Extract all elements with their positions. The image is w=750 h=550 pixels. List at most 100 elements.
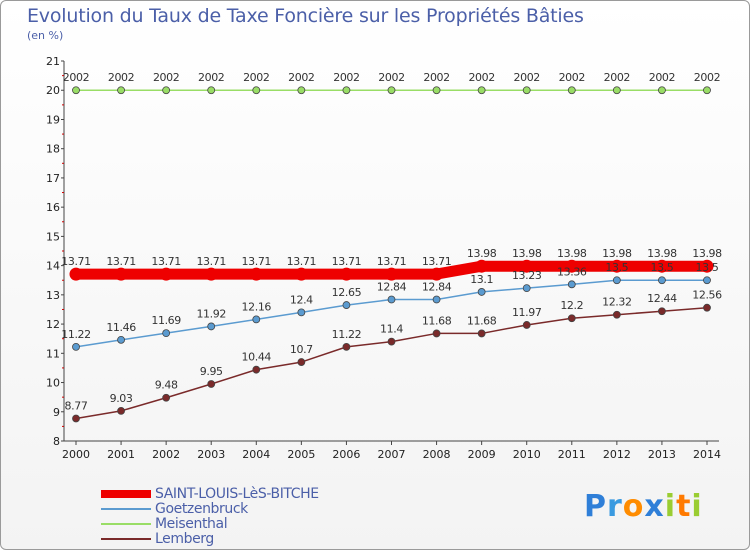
- brand-logo-letter: i: [664, 489, 677, 524]
- data-label-meisenthal: 2002: [559, 71, 585, 84]
- data-point-meisenthal[interactable]: [703, 86, 711, 95]
- data-point-meisenthal[interactable]: [207, 86, 216, 95]
- data-point-goetzenbruck[interactable]: [252, 315, 261, 324]
- data-point-goetzenbruck[interactable]: [432, 295, 441, 304]
- data-point-lemberg[interactable]: [72, 414, 80, 423]
- data-label-meisenthal: 2002: [514, 71, 540, 84]
- data-label-meisenthal: 2002: [604, 71, 630, 84]
- data-point-saint-louis-l-s-bitche[interactable]: [69, 267, 83, 281]
- legend-item-saint-louis[interactable]: SAINT-LOUIS-LèS-BITCHE: [101, 486, 319, 501]
- data-label-lemberg: 11.68: [422, 314, 452, 327]
- data-point-lemberg[interactable]: [432, 329, 441, 338]
- data-point-saint-louis-l-s-bitche[interactable]: [339, 267, 353, 281]
- data-point-saint-louis-l-s-bitche[interactable]: [114, 267, 128, 281]
- data-point-saint-louis-l-s-bitche[interactable]: [430, 267, 444, 281]
- data-point-saint-louis-l-s-bitche[interactable]: [610, 259, 624, 273]
- data-point-goetzenbruck[interactable]: [522, 284, 531, 293]
- data-label-lemberg: 9.48: [155, 379, 178, 392]
- data-point-meisenthal[interactable]: [612, 86, 621, 95]
- data-point-meisenthal[interactable]: [117, 86, 125, 95]
- data-point-meisenthal[interactable]: [252, 86, 261, 95]
- legend-item-goetzenbruck[interactable]: Goetzenbruck: [101, 501, 319, 516]
- y-tick-label: 18: [46, 143, 60, 156]
- data-label-goetzenbruck: 13.5: [650, 261, 673, 274]
- data-point-saint-louis-l-s-bitche[interactable]: [204, 267, 218, 281]
- data-point-lemberg[interactable]: [477, 329, 486, 338]
- data-point-goetzenbruck[interactable]: [612, 276, 621, 285]
- data-point-lemberg[interactable]: [567, 314, 576, 323]
- data-point-saint-louis-l-s-bitche[interactable]: [159, 267, 173, 281]
- data-label-saint-louis-l-s-bitche: 13.71: [332, 255, 362, 268]
- data-label-saint-louis-l-s-bitche: 13.98: [602, 247, 632, 260]
- data-label-saint-louis-l-s-bitche: 13.71: [196, 255, 226, 268]
- data-label-lemberg: 8.77: [65, 399, 88, 412]
- data-label-meisenthal: 2002: [108, 71, 134, 84]
- data-label-lemberg: 12.2: [560, 299, 583, 312]
- data-point-goetzenbruck[interactable]: [297, 308, 306, 317]
- data-point-goetzenbruck[interactable]: [72, 342, 80, 351]
- data-point-lemberg[interactable]: [612, 310, 621, 319]
- data-point-saint-louis-l-s-bitche[interactable]: [385, 267, 398, 281]
- x-tick-label: 2013: [648, 448, 676, 461]
- data-label-lemberg: 9.03: [110, 392, 133, 405]
- data-point-saint-louis-l-s-bitche[interactable]: [520, 259, 534, 273]
- brand-logo-letter: t: [676, 489, 692, 524]
- data-point-meisenthal[interactable]: [387, 86, 396, 95]
- data-label-lemberg: 11.22: [332, 328, 362, 341]
- data-point-meisenthal[interactable]: [432, 86, 441, 95]
- data-point-lemberg[interactable]: [252, 365, 261, 374]
- data-point-lemberg[interactable]: [342, 342, 351, 351]
- x-tick-label: 2009: [468, 448, 496, 461]
- data-label-lemberg: 12.32: [602, 296, 632, 309]
- data-point-lemberg[interactable]: [658, 307, 666, 316]
- data-point-meisenthal[interactable]: [658, 86, 666, 95]
- data-point-meisenthal[interactable]: [72, 86, 80, 95]
- data-point-lemberg[interactable]: [703, 303, 711, 312]
- data-point-goetzenbruck[interactable]: [162, 329, 171, 338]
- y-tick-label: 21: [46, 55, 60, 68]
- data-point-goetzenbruck[interactable]: [387, 295, 396, 304]
- legend-item-lemberg[interactable]: Lemberg: [101, 531, 319, 546]
- data-point-goetzenbruck[interactable]: [342, 301, 351, 309]
- data-point-saint-louis-l-s-bitche[interactable]: [700, 259, 714, 273]
- data-point-saint-louis-l-s-bitche[interactable]: [294, 267, 308, 281]
- data-label-meisenthal: 2002: [288, 71, 314, 84]
- data-point-meisenthal[interactable]: [342, 86, 351, 95]
- data-point-meisenthal[interactable]: [477, 86, 486, 95]
- data-label-goetzenbruck: 12.16: [242, 300, 272, 313]
- x-tick-label: 2006: [332, 448, 360, 461]
- data-point-meisenthal[interactable]: [162, 86, 171, 95]
- data-point-lemberg[interactable]: [207, 380, 216, 388]
- legend-swatch-meisenthal: [101, 522, 151, 525]
- data-label-meisenthal: 2002: [333, 71, 359, 84]
- x-tick-label: 2007: [378, 448, 406, 461]
- x-tick-label: 2012: [603, 448, 631, 461]
- data-point-saint-louis-l-s-bitche[interactable]: [475, 259, 489, 273]
- data-point-meisenthal[interactable]: [567, 86, 576, 95]
- data-point-saint-louis-l-s-bitche[interactable]: [565, 259, 579, 273]
- data-point-goetzenbruck[interactable]: [477, 288, 486, 296]
- data-point-saint-louis-l-s-bitche[interactable]: [249, 267, 263, 281]
- legend-label: Lemberg: [155, 530, 214, 547]
- data-point-goetzenbruck[interactable]: [658, 276, 666, 285]
- data-point-goetzenbruck[interactable]: [567, 280, 576, 289]
- legend-swatch-saint-louis: [101, 489, 151, 498]
- data-point-goetzenbruck[interactable]: [207, 322, 216, 331]
- legend-swatch-lemberg: [101, 537, 151, 540]
- data-point-meisenthal[interactable]: [522, 86, 531, 95]
- data-label-lemberg: 9.95: [200, 365, 223, 378]
- data-point-meisenthal[interactable]: [297, 86, 306, 95]
- data-point-goetzenbruck[interactable]: [117, 335, 125, 344]
- data-point-saint-louis-l-s-bitche[interactable]: [655, 259, 669, 273]
- x-tick-label: 2003: [197, 448, 225, 461]
- data-point-lemberg[interactable]: [117, 406, 125, 415]
- legend-item-meisenthal[interactable]: Meisenthal: [101, 516, 319, 531]
- data-point-lemberg[interactable]: [522, 321, 531, 329]
- data-label-lemberg: 10.44: [242, 351, 272, 364]
- data-label-saint-louis-l-s-bitche: 13.71: [151, 255, 181, 268]
- data-point-goetzenbruck[interactable]: [703, 276, 711, 285]
- data-point-lemberg[interactable]: [387, 337, 396, 346]
- data-point-lemberg[interactable]: [162, 393, 171, 402]
- data-point-lemberg[interactable]: [297, 358, 306, 366]
